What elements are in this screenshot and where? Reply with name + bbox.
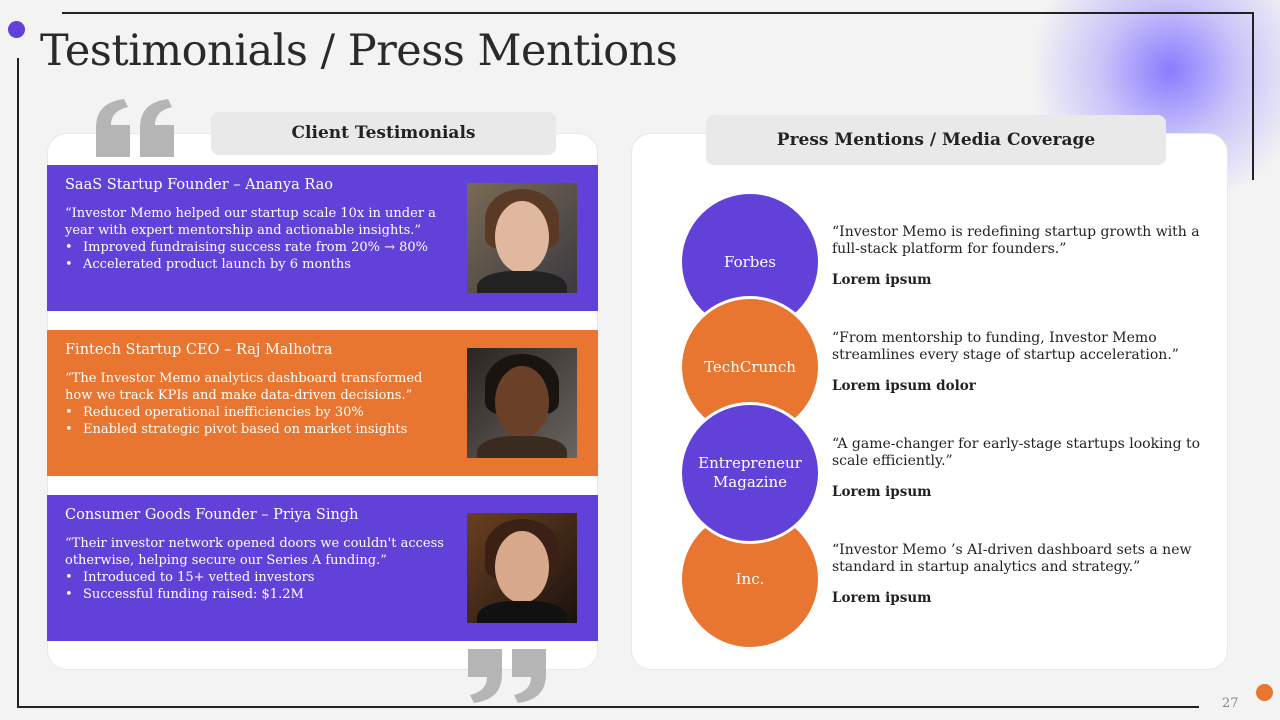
page-title: Testimonials / Press Mentions	[40, 26, 678, 76]
testimonial-quote: “Investor Memo helped our startup scale …	[65, 206, 436, 238]
testimonial-quote: “Their investor network opened doors we …	[65, 536, 444, 568]
testimonial-name: SaaS Startup Founder – Ananya Rao	[65, 177, 333, 193]
testimonial-bullet: Enabled strategic pivot based on market …	[65, 421, 450, 438]
press-item: “Investor Memo ’s AI-driven dashboard se…	[832, 542, 1207, 606]
avatar	[467, 348, 577, 458]
press-quote: “From mentorship to funding, Investor Me…	[832, 330, 1179, 363]
testimonial-card: Consumer Goods Founder – Priya Singh “Th…	[47, 495, 598, 641]
open-quote-icon	[96, 99, 174, 157]
frame-line	[62, 12, 1254, 14]
press-source: Lorem ipsum	[832, 484, 932, 500]
testimonial-name: Fintech Startup CEO – Raj Malhotra	[65, 342, 333, 358]
testimonial-quote: “The Investor Memo analytics dashboard t…	[65, 371, 423, 403]
avatar	[467, 513, 577, 623]
decor-dot	[8, 21, 25, 38]
frame-line	[17, 706, 1199, 708]
testimonial-name: Consumer Goods Founder – Priya Singh	[65, 507, 359, 523]
press-item: “A game-changer for early-stage startups…	[832, 436, 1207, 500]
decor-dot	[1256, 684, 1273, 701]
press-source: Lorem ipsum dolor	[832, 378, 976, 394]
page-number: 27	[1222, 696, 1239, 711]
close-quote-icon	[468, 649, 546, 703]
testimonial-bullet: Introduced to 15+ vetted investors	[65, 569, 450, 586]
testimonial-card: Fintech Startup CEO – Raj Malhotra “The …	[47, 330, 598, 476]
avatar	[467, 183, 577, 293]
testimonial-bullet: Improved fundraising success rate from 2…	[65, 239, 450, 256]
frame-line	[1252, 12, 1254, 180]
outlet-circle-forbes: Forbes	[679, 191, 821, 333]
frame-line	[17, 58, 19, 708]
press-source: Lorem ipsum	[832, 590, 932, 606]
outlet-circle-entrepreneur: Entrepreneur Magazine	[679, 402, 821, 544]
press-quote: “Investor Memo is redefining startup gro…	[832, 224, 1200, 257]
testimonial-bullet: Reduced operational inefficiencies by 30…	[65, 404, 450, 421]
press-source: Lorem ipsum	[832, 272, 932, 288]
press-quote: “Investor Memo ’s AI-driven dashboard se…	[832, 542, 1192, 575]
testimonial-bullet: Accelerated product launch by 6 months	[65, 256, 450, 273]
press-quote: “A game-changer for early-stage startups…	[832, 436, 1201, 469]
press-heading: Press Mentions / Media Coverage	[706, 115, 1166, 165]
testimonial-bullet: Successful funding raised: $1.2M	[65, 586, 450, 603]
testimonials-heading: Client Testimonials	[211, 112, 556, 155]
press-item: “Investor Memo is redefining startup gro…	[832, 224, 1207, 288]
testimonial-card: SaaS Startup Founder – Ananya Rao “Inves…	[47, 165, 598, 311]
press-item: “From mentorship to funding, Investor Me…	[832, 330, 1207, 394]
